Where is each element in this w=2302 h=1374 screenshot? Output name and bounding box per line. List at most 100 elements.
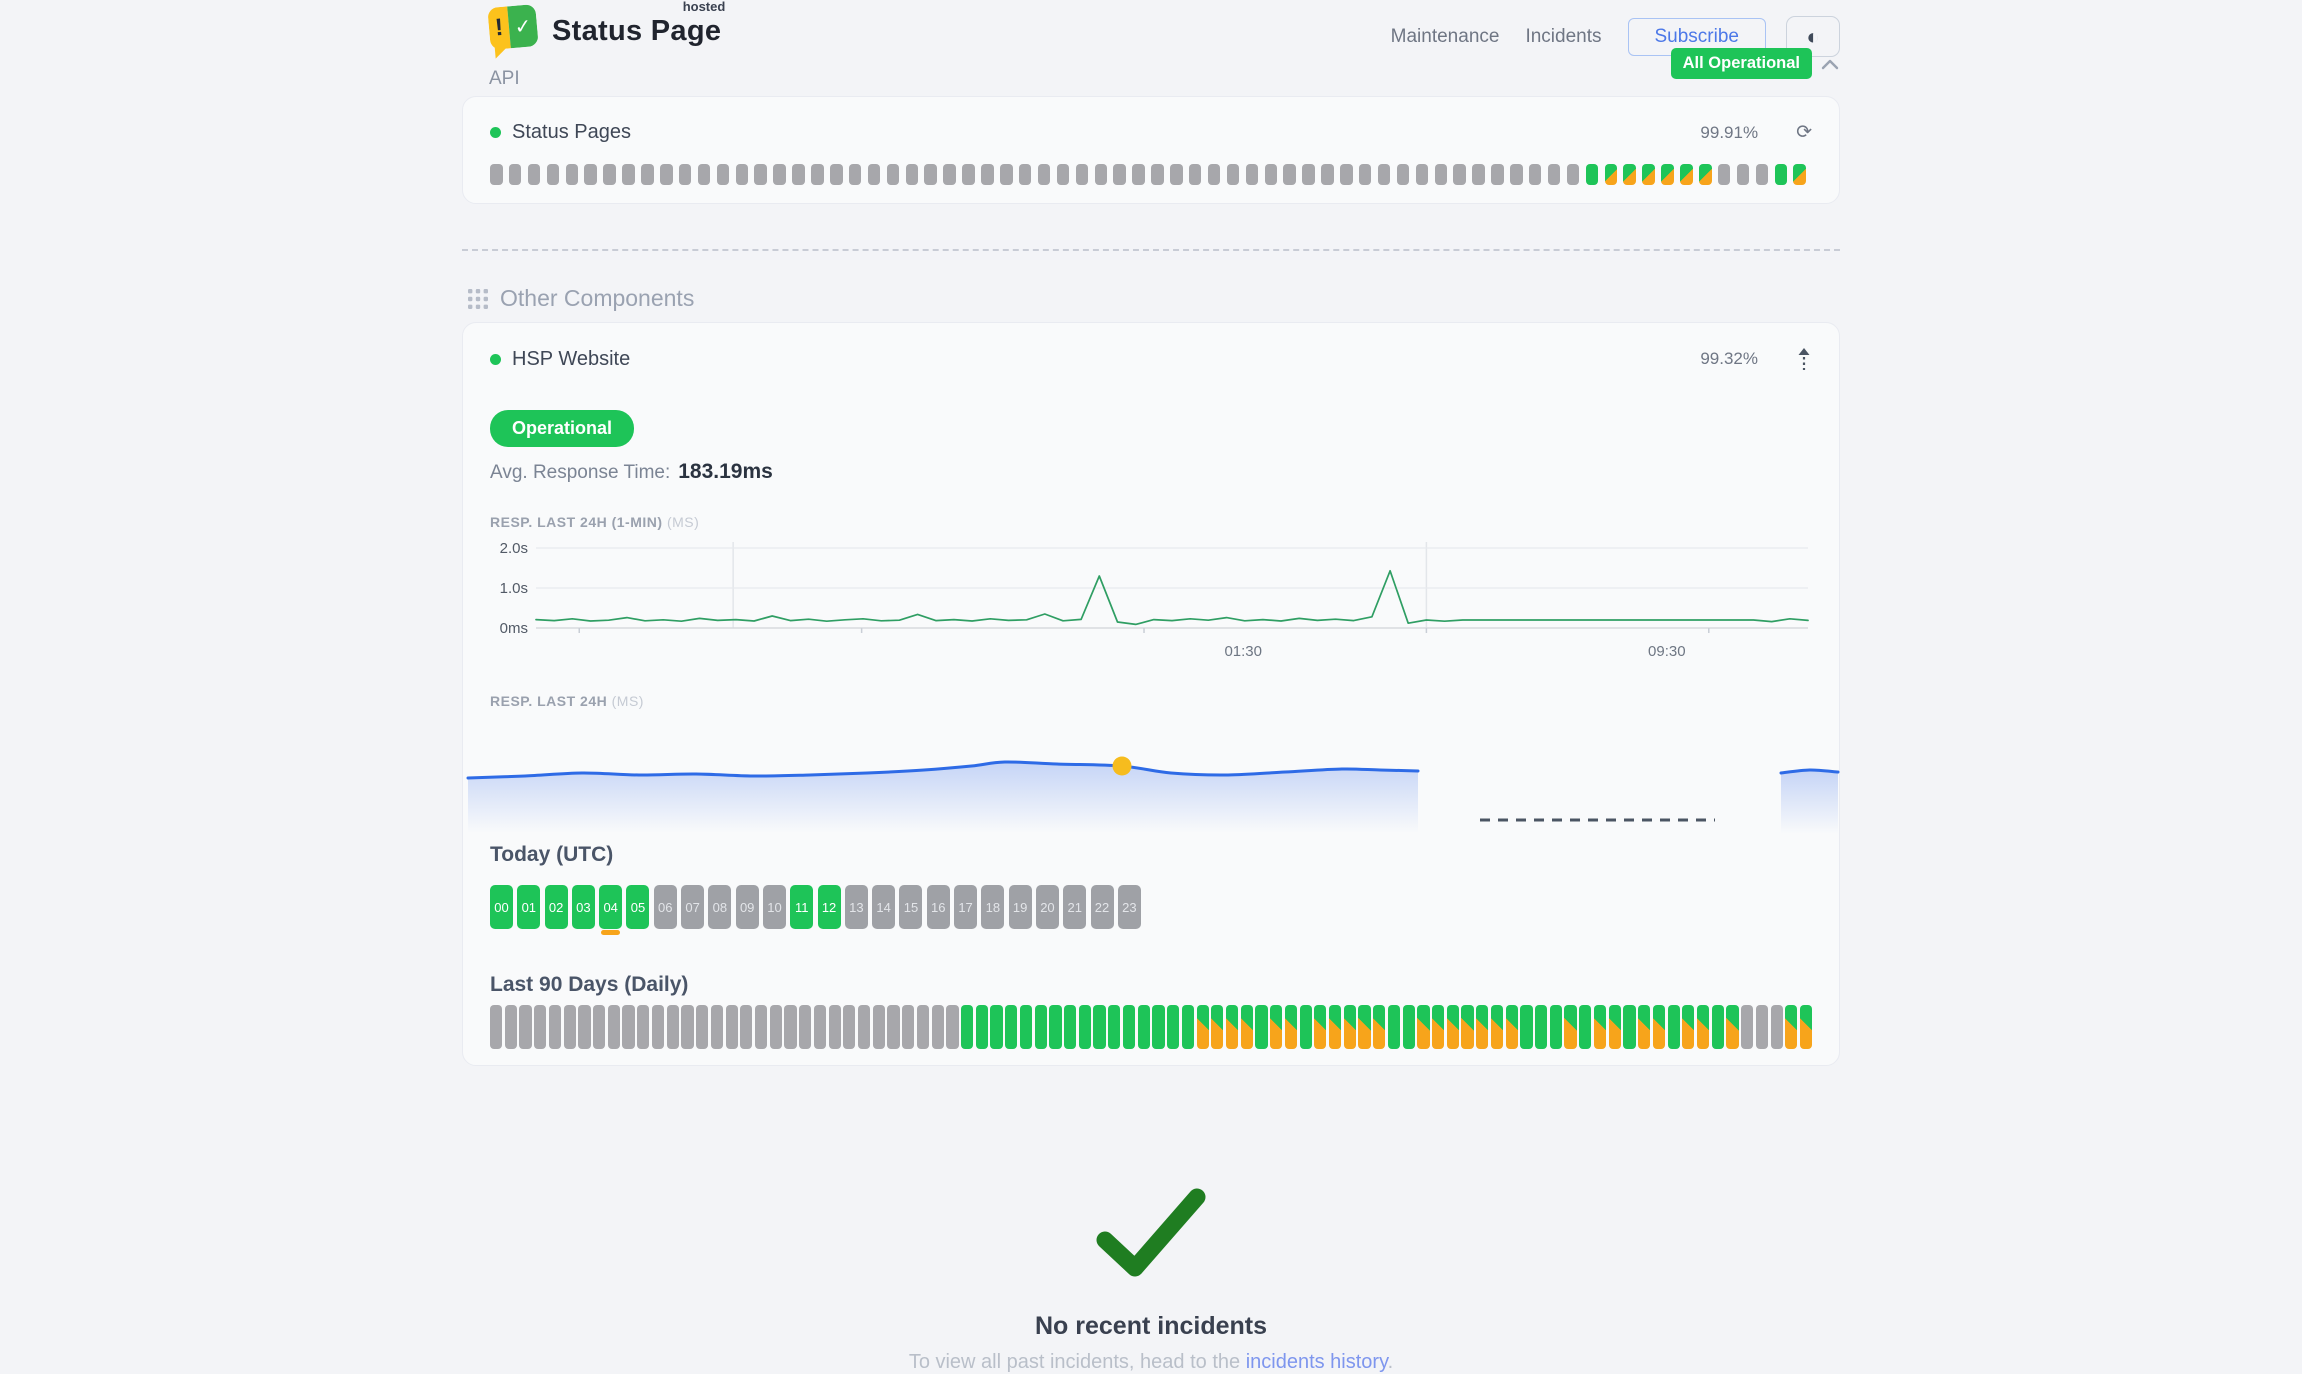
hour-cell[interactable]: 12	[817, 885, 841, 929]
day-segment[interactable]	[1387, 1005, 1401, 1049]
day-segment[interactable]	[1358, 1005, 1371, 1049]
uptime-segment[interactable]	[1188, 164, 1202, 185]
day-segment[interactable]	[1799, 1005, 1813, 1049]
uptime-segment[interactable]	[697, 164, 711, 185]
day-segment[interactable]	[769, 1005, 782, 1049]
uptime-segment[interactable]	[1037, 164, 1051, 185]
uptime-segment[interactable]	[1453, 164, 1466, 185]
uptime-segment[interactable]	[1207, 164, 1221, 185]
hour-cell[interactable]: 15	[899, 885, 923, 929]
hour-cell[interactable]: 17	[954, 885, 978, 929]
uptime-segment[interactable]	[1321, 164, 1334, 185]
day-segment[interactable]	[828, 1005, 841, 1049]
day-segment[interactable]	[1682, 1005, 1695, 1049]
day-segment[interactable]	[1284, 1005, 1298, 1049]
day-segment[interactable]	[975, 1005, 988, 1049]
day-segment[interactable]	[1152, 1005, 1165, 1049]
uptime-segment[interactable]	[1717, 164, 1731, 185]
hour-cell[interactable]: 01	[517, 885, 541, 929]
uptime-segment[interactable]	[1170, 164, 1183, 185]
day-segment[interactable]	[740, 1005, 753, 1049]
refresh-icon[interactable]: ⟳	[1796, 122, 1812, 143]
hour-cell[interactable]: 08	[708, 885, 732, 929]
day-segment[interactable]	[548, 1005, 562, 1049]
uptime-segment[interactable]	[905, 164, 919, 185]
uptime-segment[interactable]	[981, 164, 994, 185]
day-segment[interactable]	[1402, 1005, 1415, 1049]
day-segment[interactable]	[813, 1005, 827, 1049]
day-segment[interactable]	[1328, 1005, 1342, 1049]
day-segment[interactable]	[1667, 1005, 1680, 1049]
uptime-segment[interactable]	[1415, 164, 1429, 185]
day-segment[interactable]	[1225, 1005, 1239, 1049]
uptime-segment[interactable]	[1491, 164, 1504, 185]
uptime-segment[interactable]	[527, 164, 541, 185]
uptime-segment[interactable]	[1358, 164, 1372, 185]
day-segment[interactable]	[1564, 1005, 1577, 1049]
uptime-segment[interactable]	[1699, 164, 1712, 185]
day-segment[interactable]	[946, 1005, 959, 1049]
hour-cell[interactable]: 16	[926, 885, 950, 929]
day-segment[interactable]	[961, 1005, 974, 1049]
day-segment[interactable]	[563, 1005, 576, 1049]
day-segment[interactable]	[637, 1005, 650, 1049]
day-segment[interactable]	[490, 1005, 503, 1049]
day-segment[interactable]	[1461, 1005, 1474, 1049]
day-segment[interactable]	[1432, 1005, 1445, 1049]
day-segment[interactable]	[1476, 1005, 1489, 1049]
uptime-segment[interactable]	[1434, 164, 1448, 185]
uptime-segment[interactable]	[735, 164, 749, 185]
day-segment[interactable]	[1593, 1005, 1607, 1049]
day-segment[interactable]	[1049, 1005, 1062, 1049]
day-segment[interactable]	[1623, 1005, 1636, 1049]
day-segment[interactable]	[1137, 1005, 1150, 1049]
day-segment[interactable]	[857, 1005, 871, 1049]
day-segment[interactable]	[1535, 1005, 1548, 1049]
incidents-history-link[interactable]: incidents history	[1245, 1351, 1388, 1373]
day-segment[interactable]	[887, 1005, 900, 1049]
uptime-segment[interactable]	[716, 164, 730, 185]
day-segment[interactable]	[1373, 1005, 1386, 1049]
day-segment[interactable]	[1549, 1005, 1562, 1049]
day-segment[interactable]	[1005, 1005, 1018, 1049]
hour-cell[interactable]: 11	[790, 885, 814, 929]
day-segment[interactable]	[681, 1005, 694, 1049]
chart-marker-dot[interactable]	[1112, 756, 1132, 776]
hour-cell[interactable]: 09	[735, 885, 759, 929]
day-segment[interactable]	[1696, 1005, 1710, 1049]
uptime-segment[interactable]	[1774, 164, 1788, 185]
day-segment[interactable]	[1034, 1005, 1047, 1049]
day-segment[interactable]	[1417, 1005, 1430, 1049]
day-segment[interactable]	[931, 1005, 944, 1049]
day-segment[interactable]	[1785, 1005, 1798, 1049]
uptime-segment[interactable]	[867, 164, 881, 185]
brand[interactable]: ! ✓ hosted Status Page	[487, 0, 725, 59]
uptime-segment[interactable]	[962, 164, 975, 185]
hour-cell[interactable]: 07	[681, 885, 705, 929]
day-segment[interactable]	[1255, 1005, 1268, 1049]
nav-incidents[interactable]: Incidents	[1525, 25, 1602, 47]
day-segment[interactable]	[1755, 1005, 1769, 1049]
hour-cell[interactable]: 18	[981, 885, 1005, 929]
hour-cell[interactable]: 23	[1117, 885, 1141, 929]
day-segment[interactable]	[1078, 1005, 1091, 1049]
uptime-segment[interactable]	[1018, 164, 1032, 185]
day-segment[interactable]	[725, 1005, 738, 1049]
day-segment[interactable]	[504, 1005, 517, 1049]
day-segment[interactable]	[799, 1005, 812, 1049]
day-segment[interactable]	[872, 1005, 885, 1049]
day-segment[interactable]	[578, 1005, 591, 1049]
uptime-segment[interactable]	[1094, 164, 1107, 185]
day-segment[interactable]	[651, 1005, 665, 1049]
day-segment[interactable]	[1505, 1005, 1518, 1049]
day-segment[interactable]	[622, 1005, 635, 1049]
uptime-segment[interactable]	[1642, 164, 1655, 185]
hour-cell[interactable]: 05	[626, 885, 650, 929]
uptime-segment[interactable]	[754, 164, 767, 185]
uptime-segment[interactable]	[1264, 164, 1278, 185]
day-segment[interactable]	[1343, 1005, 1356, 1049]
uptime-segment[interactable]	[1056, 164, 1070, 185]
hour-cell[interactable]: 20	[1035, 885, 1059, 929]
hour-cell[interactable]: 02	[544, 885, 568, 929]
uptime-segment[interactable]	[1245, 164, 1259, 185]
